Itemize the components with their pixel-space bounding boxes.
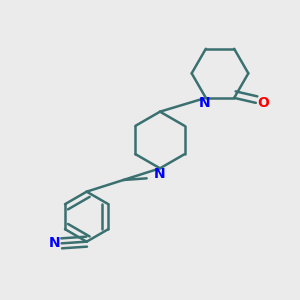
Text: N: N: [154, 167, 166, 181]
Text: N: N: [198, 96, 210, 110]
Text: N: N: [49, 236, 60, 250]
Text: O: O: [257, 96, 269, 110]
